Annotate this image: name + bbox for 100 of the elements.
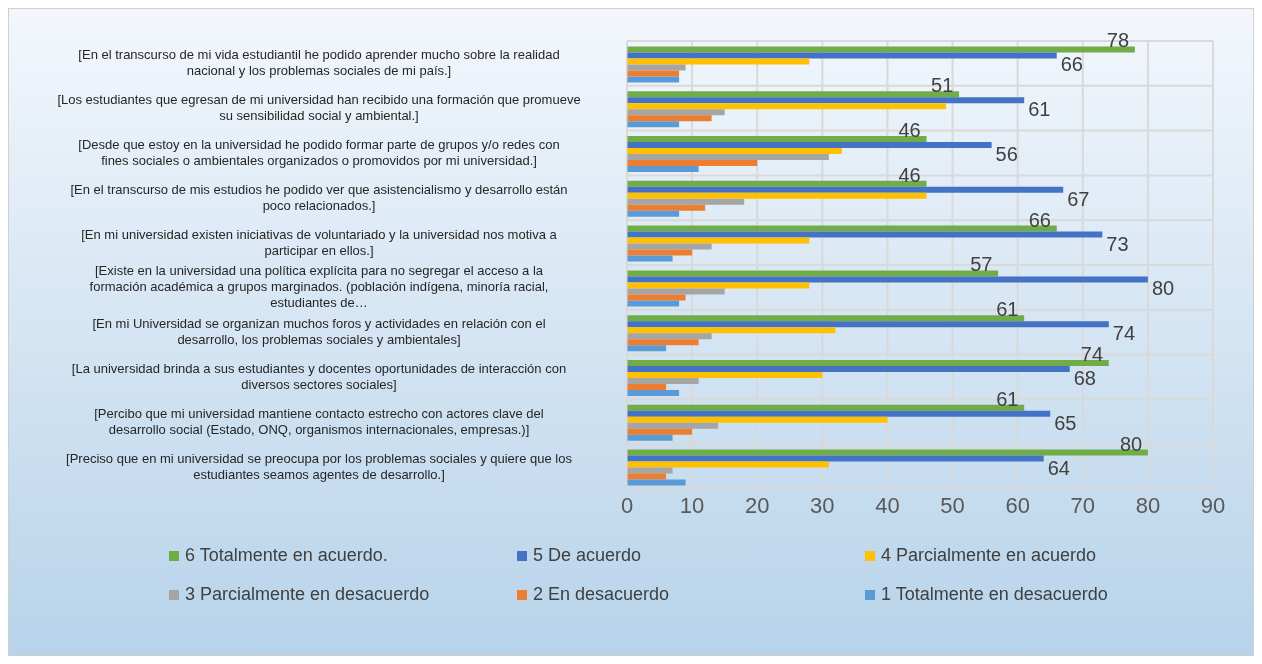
bar xyxy=(627,186,1064,193)
y-tick-label: [La universidad brinda a sus estudiantes y docentes oportunidades de interacción con diversos sectores sociales] xyxy=(71,361,567,392)
data-label: 51 xyxy=(931,74,954,97)
x-tick-label: 90 xyxy=(1200,492,1226,518)
bar xyxy=(627,276,1148,283)
x-tick-label: 50 xyxy=(940,492,965,518)
bar xyxy=(627,237,810,244)
bar xyxy=(627,52,1057,59)
bar xyxy=(627,159,758,166)
bar xyxy=(627,377,699,384)
bar xyxy=(627,76,680,83)
x-tick-label: 80 xyxy=(1135,492,1161,518)
bar xyxy=(627,115,712,122)
bar xyxy=(627,109,725,116)
y-tick-label: [Existe en la universidad una política explícita para no segregar el acceso a la formación académica a grupos marginados. (población indígena, minoría racial, estudiantes de… xyxy=(89,263,549,311)
y-tick-label: [En el transcurso de mi vida estudiantil he podido aprender mucho sobre la realidad nacional y los problemas sociales de mi país.] xyxy=(78,47,560,79)
bar xyxy=(627,282,810,289)
legend-label: 6 Totalmente en acuerdo. xyxy=(185,545,388,566)
y-tick-label: [Preciso que en mi universidad se preocupa por los problemas sociales y quiere que los estudiantes seamos agentes de desarrollo.] xyxy=(66,450,573,482)
legend-label: 1 Totalmente en desacuerdo xyxy=(881,584,1108,605)
bar xyxy=(627,180,927,187)
bar xyxy=(627,249,693,256)
x-tick-label: 40 xyxy=(875,492,900,518)
data-label: 73 xyxy=(1106,232,1129,255)
bar xyxy=(627,383,667,390)
bar xyxy=(627,428,693,435)
bar xyxy=(627,434,673,441)
bar xyxy=(627,91,960,98)
bar xyxy=(627,300,680,307)
bar xyxy=(627,243,712,250)
bar xyxy=(627,449,1148,456)
bar xyxy=(627,192,927,199)
data-label: 46 xyxy=(898,163,921,186)
bar xyxy=(627,204,706,211)
bar xyxy=(627,473,667,480)
bar xyxy=(627,58,810,65)
bar xyxy=(627,371,823,378)
x-tick-label: 0 xyxy=(620,492,634,518)
bar xyxy=(627,410,1051,417)
bar xyxy=(627,121,680,128)
legend-label: 4 Parcialmente en acuerdo xyxy=(881,545,1097,566)
x-tick-label: 30 xyxy=(810,492,835,518)
bar xyxy=(627,294,686,301)
bar xyxy=(627,270,999,277)
data-label: 61 xyxy=(1028,98,1051,121)
y-tick-label: [En el transcurso de mis estudios he podido ver que asistencialismo y desarrollo están poco relacionados.] xyxy=(70,181,568,213)
bar xyxy=(627,339,699,346)
bar xyxy=(627,135,927,142)
bar xyxy=(627,404,1025,411)
x-tick-label: 60 xyxy=(1005,492,1030,518)
bar xyxy=(627,165,699,172)
x-tick-label: 20 xyxy=(744,492,770,518)
bar xyxy=(627,333,712,340)
data-label: 67 xyxy=(1067,187,1090,210)
bar xyxy=(627,141,992,148)
x-tick-label: 70 xyxy=(1070,492,1096,518)
bar xyxy=(627,327,836,334)
y-tick-label: [Los estudiantes que egresan de mi universidad han recibido una formación que promueve su sensibilidad social y ambiental.] xyxy=(57,92,581,124)
data-label: 61 xyxy=(996,387,1019,410)
legend-label: 2 En desacuerdo xyxy=(533,584,670,605)
bar xyxy=(627,231,1103,238)
bar xyxy=(627,210,680,217)
bar xyxy=(627,315,1025,322)
bar xyxy=(627,422,719,429)
data-label: 64 xyxy=(1047,456,1070,479)
bar xyxy=(627,198,745,205)
y-tick-label: [Desde que estoy en la universidad he podido formar parte de grupos y/o redes con fines sociales o ambientales organizados o promovidos por mi universidad.] xyxy=(78,137,560,168)
data-label: 68 xyxy=(1073,366,1097,389)
data-label: 80 xyxy=(1151,277,1175,300)
bar xyxy=(627,64,686,71)
x-tick-label: 10 xyxy=(679,492,705,518)
y-tick-label: [Percibo que mi universidad mantiene contacto estrecho con actores clave del desarrollo social (Estado, ONQ, organismos internacionales, empresas.)] xyxy=(94,405,544,437)
data-label: 78 xyxy=(1106,29,1130,52)
legend-label: 3 Parcialmente en desacuerdo xyxy=(185,584,430,605)
bar xyxy=(627,225,1057,232)
data-label: 56 xyxy=(995,142,1018,165)
y-tick-label: [En mi universidad existen iniciativas de voluntariado y la universidad nos motiva a participar en ellos.] xyxy=(81,226,558,258)
data-label: 74 xyxy=(1080,342,1104,365)
bar xyxy=(627,321,1109,328)
bar xyxy=(627,479,686,486)
data-label: 74 xyxy=(1112,322,1136,345)
bar xyxy=(627,255,673,262)
bar xyxy=(627,365,1070,372)
data-label: 80 xyxy=(1119,432,1143,455)
data-label: 61 xyxy=(996,298,1019,321)
data-label: 66 xyxy=(1060,53,1083,76)
data-label: 66 xyxy=(1028,208,1051,231)
bar xyxy=(627,103,947,110)
data-label: 65 xyxy=(1054,411,1077,434)
bar xyxy=(627,389,680,396)
y-tick-label: [En mi Universidad se organizan muchos foros y actividades en relación con el desarrollo, los problemas sociales y ambientales] xyxy=(92,316,546,348)
bar xyxy=(627,455,1044,462)
bar xyxy=(627,416,888,423)
bar xyxy=(627,147,842,154)
bar xyxy=(627,97,1025,104)
bar xyxy=(627,288,725,295)
bar xyxy=(627,70,680,77)
legend-label: 5 De acuerdo xyxy=(533,545,642,566)
bar xyxy=(627,153,829,160)
data-label: 57 xyxy=(970,253,993,276)
